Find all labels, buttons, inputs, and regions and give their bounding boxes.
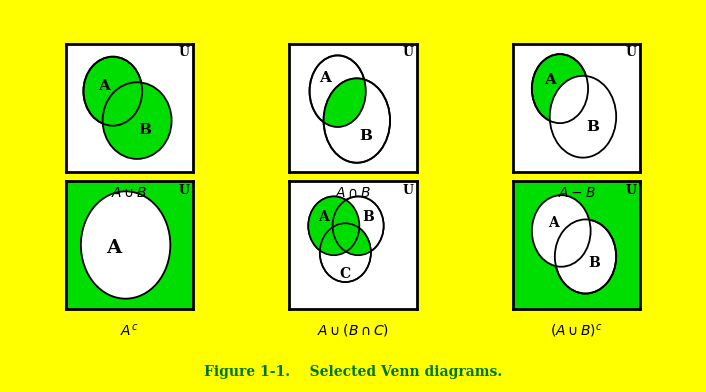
Ellipse shape [555, 220, 616, 294]
Text: B: B [138, 123, 151, 136]
Ellipse shape [83, 57, 142, 126]
Text: A: A [544, 73, 556, 87]
Text: $A \cup B$: $A \cup B$ [112, 186, 148, 200]
Text: U: U [179, 46, 190, 59]
Ellipse shape [309, 196, 359, 255]
Text: U: U [402, 183, 414, 196]
Text: $A^c$: $A^c$ [120, 323, 138, 338]
Ellipse shape [333, 196, 383, 255]
Text: B: B [587, 120, 599, 134]
Text: U: U [179, 183, 190, 196]
Text: U: U [626, 183, 637, 196]
Text: $(A \cup B)^c$: $(A \cup B)^c$ [550, 322, 603, 339]
Ellipse shape [309, 55, 366, 127]
Text: A: A [319, 71, 331, 85]
Ellipse shape [550, 76, 616, 158]
Text: $A \cap B$: $A \cap B$ [335, 186, 371, 200]
Text: U: U [402, 46, 414, 59]
Ellipse shape [532, 195, 591, 267]
Text: A: A [548, 216, 559, 230]
Text: Figure 1-1.    Selected Venn diagrams.: Figure 1-1. Selected Venn diagrams. [204, 365, 502, 379]
Text: A: A [318, 210, 329, 224]
Text: A: A [98, 79, 110, 93]
Ellipse shape [309, 55, 366, 127]
Ellipse shape [102, 82, 172, 159]
Text: B: B [589, 256, 600, 270]
Text: B: B [362, 210, 374, 224]
Ellipse shape [323, 78, 390, 163]
Ellipse shape [309, 196, 359, 255]
Ellipse shape [333, 196, 383, 255]
Text: C: C [340, 267, 351, 281]
Text: B: B [359, 129, 372, 143]
Ellipse shape [320, 223, 371, 282]
Text: U: U [626, 46, 637, 59]
Text: $A \cup (B \cap C)$: $A \cup (B \cap C)$ [317, 323, 389, 338]
Text: $A - B$: $A - B$ [558, 186, 596, 200]
Ellipse shape [81, 191, 170, 299]
Text: A: A [107, 239, 121, 256]
Ellipse shape [532, 54, 588, 123]
